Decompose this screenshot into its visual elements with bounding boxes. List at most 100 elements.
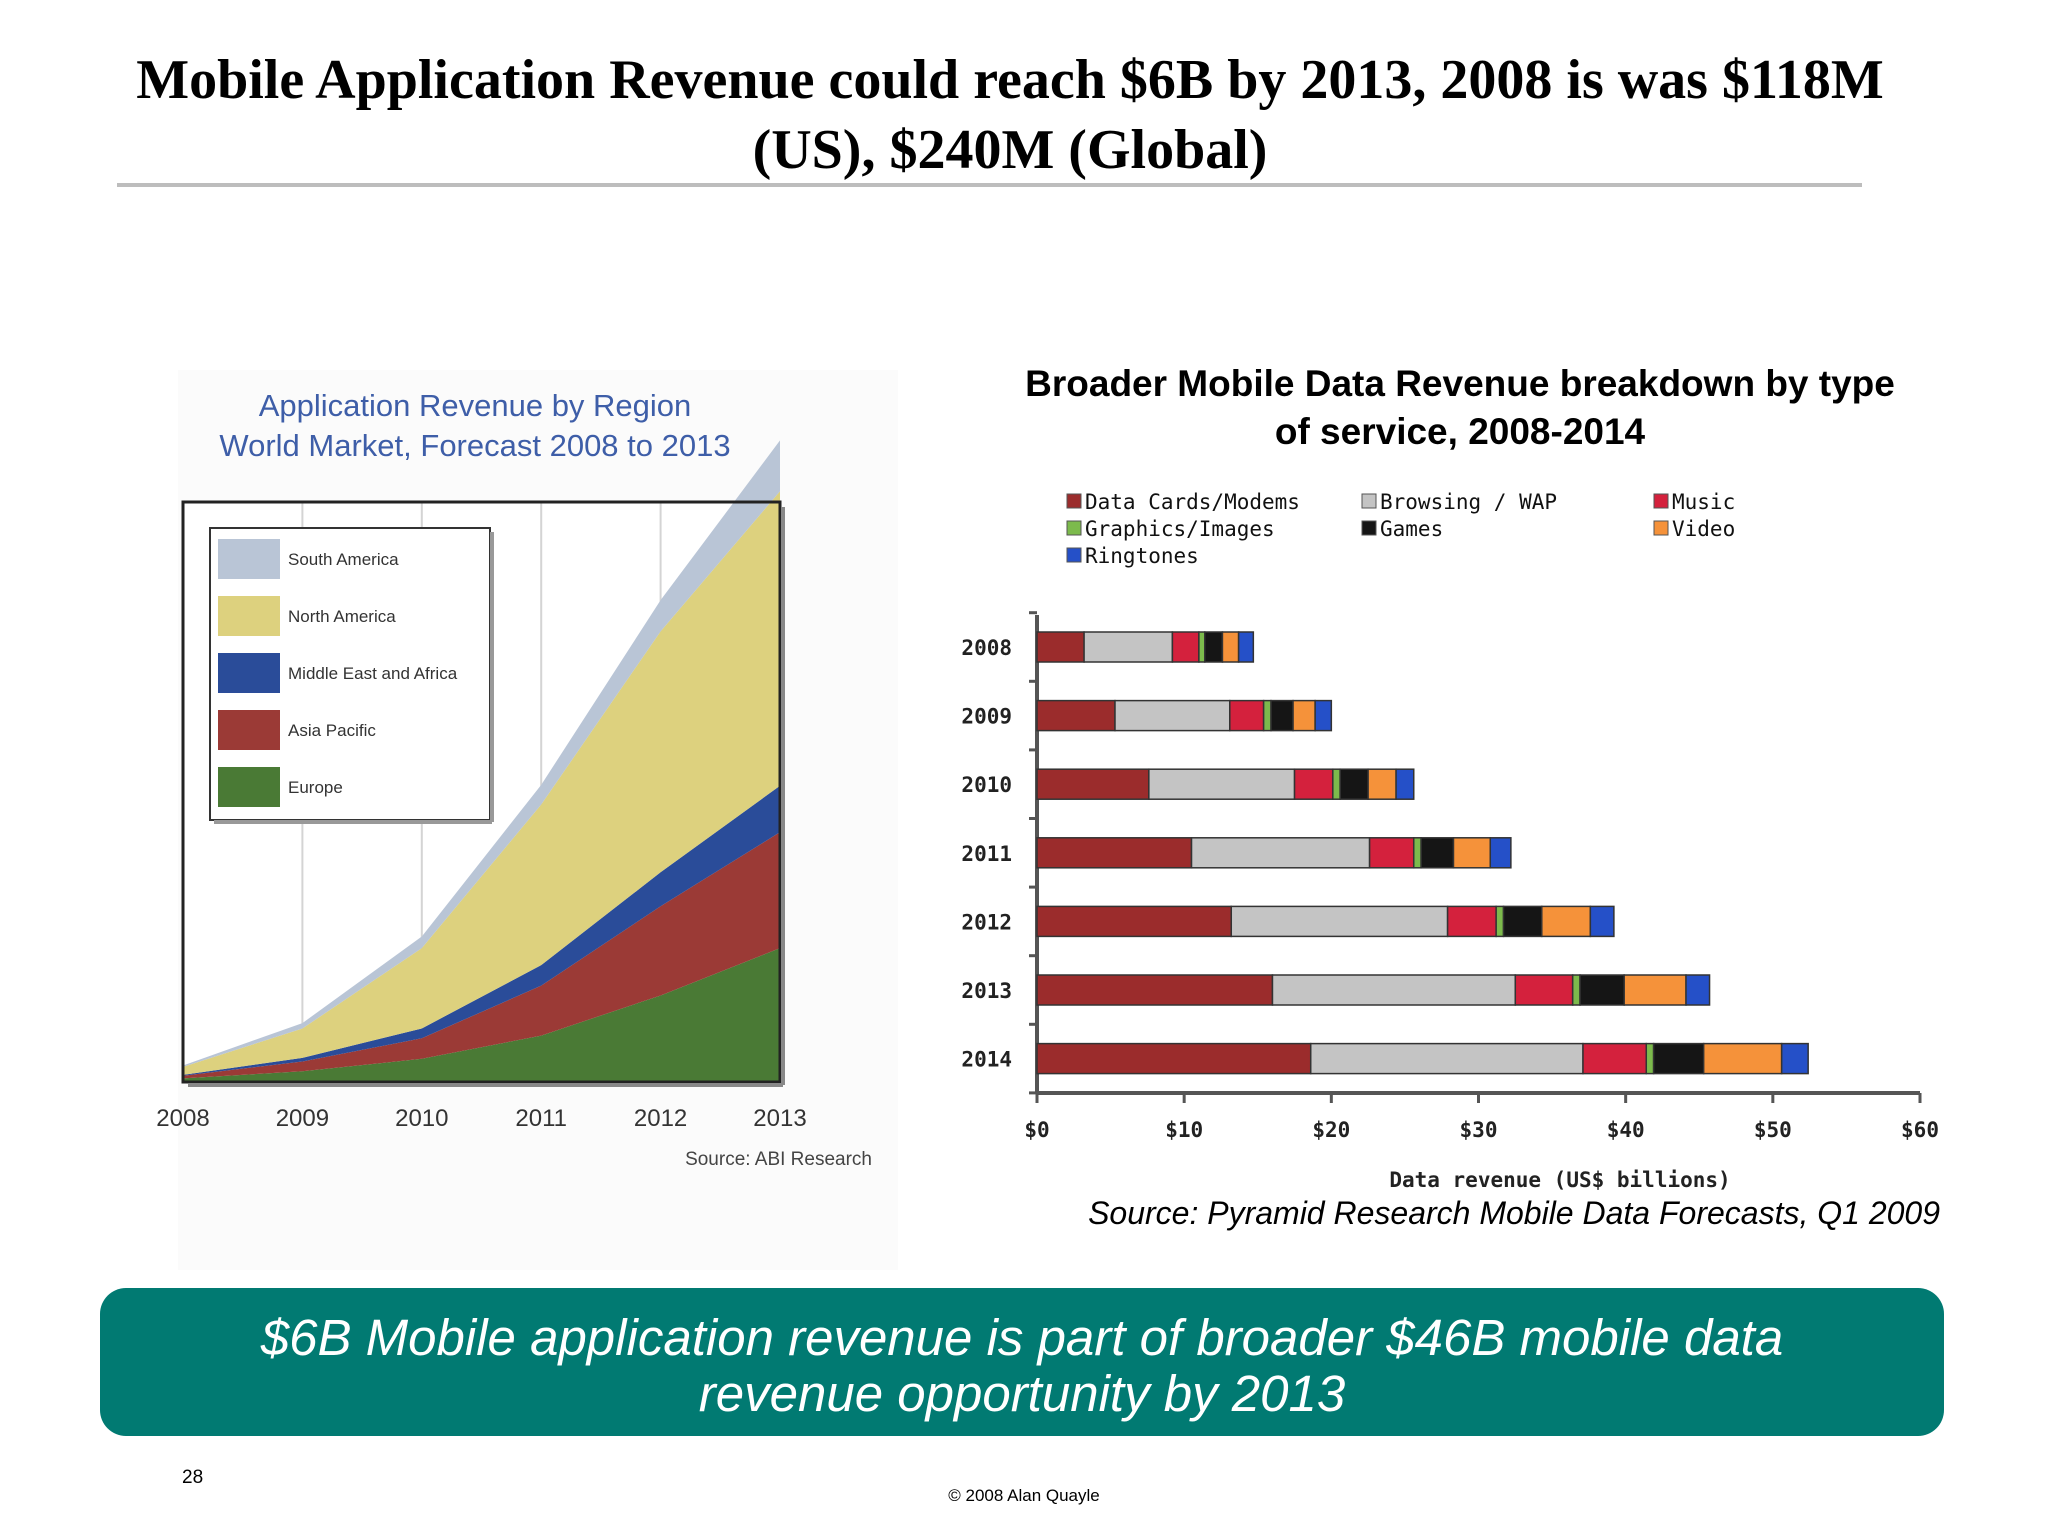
copyright-footer: © 2008 Alan Quayle	[948, 1486, 1100, 1505]
bar-x-tick-label: $40	[1607, 1118, 1645, 1142]
bar-segment-games	[1204, 631, 1224, 663]
legend-swatch-graphics-images	[1066, 520, 1082, 536]
page-number: 28	[182, 1467, 204, 1488]
legend-swatch-north-america	[218, 596, 280, 636]
legend-label-graphics-images: Graphics/Images	[1085, 517, 1275, 541]
bar-x-tick-label: $0	[1024, 1118, 1049, 1142]
area-x-tick-label: 2012	[634, 1105, 687, 1132]
bar-category-label: 2008	[961, 636, 1012, 660]
bar-segment-ringtones	[1780, 1042, 1809, 1075]
bar-segment-graphics-images	[1495, 905, 1505, 938]
bar-segment-games	[1652, 1042, 1705, 1075]
bar-segment-music	[1293, 768, 1334, 800]
legend-label-asia-pacific: Asia Pacific	[288, 721, 376, 740]
bar-category-label: 2009	[961, 705, 1012, 729]
bar-segment-games	[1339, 768, 1369, 800]
bar-segment-graphics-images	[1332, 768, 1341, 800]
bar-category-label: 2013	[961, 979, 1012, 1003]
area-x-tick-label: 2008	[156, 1105, 209, 1132]
slide-title: Mobile Application Revenue could reach $…	[136, 49, 1884, 181]
bar-segment-graphics-images	[1412, 837, 1422, 869]
area-chart-source: Source: ABI Research	[685, 1149, 872, 1170]
bar-category-label: 2011	[961, 842, 1012, 866]
bar-segment-music	[1368, 837, 1415, 869]
bar-segment-browsing-wap	[1083, 631, 1174, 663]
bar-segment-browsing-wap	[1114, 699, 1231, 732]
bar-segment-video	[1541, 905, 1592, 938]
legend-label-games: Games	[1380, 517, 1443, 541]
legend-swatch-music	[1653, 493, 1669, 509]
legend-label-ringtones: Ringtones	[1085, 544, 1199, 568]
bar-category-label: 2010	[961, 773, 1012, 797]
right-chart-panel	[940, 360, 1960, 1260]
bar-x-tick-label: $30	[1460, 1118, 1498, 1142]
legend-swatch-middle-east-and-africa	[218, 653, 280, 693]
legend-label-north-america: North America	[288, 607, 396, 626]
bar-segment-ringtones	[1314, 699, 1333, 732]
legend-label-music: Music	[1672, 490, 1735, 514]
area-chart-title-line: Application Revenue by Region	[259, 388, 692, 423]
bar-segment-browsing-wap	[1190, 837, 1371, 869]
legend-swatch-browsing-wap	[1361, 493, 1377, 509]
plot-frame	[181, 500, 782, 1084]
area-series-north-america	[183, 491, 780, 1075]
legend-label-europe: Europe	[288, 778, 343, 797]
bar-x-tick-label: $10	[1165, 1118, 1203, 1142]
area-series-asia-pacific	[183, 832, 780, 1079]
legend-swatch-south-america	[218, 539, 280, 579]
bar-segment-ringtones	[1685, 974, 1711, 1006]
bar-segment-ringtones	[1489, 837, 1512, 869]
area-series-europe	[183, 948, 780, 1082]
bar-segment-data-cards-modems	[1036, 837, 1193, 869]
bar-segment-browsing-wap	[1271, 974, 1517, 1006]
callout-text: $6B Mobile application revenue is part o…	[260, 1309, 1784, 1422]
legend-swatch-europe	[218, 767, 280, 807]
bar-segment-games	[1502, 905, 1543, 938]
bar-segment-games	[1579, 974, 1625, 1006]
bar-segment-video	[1367, 768, 1397, 800]
bar-segment-video	[1623, 974, 1687, 1006]
legend-label-data-cards-modems: Data Cards/Modems	[1085, 490, 1300, 514]
bar-segment-music	[1582, 1042, 1648, 1075]
bar-segment-video	[1452, 837, 1492, 869]
bar-category-label: 2014	[961, 1048, 1012, 1072]
bar-segment-games	[1420, 837, 1455, 869]
bar-segment-graphics-images	[1262, 699, 1272, 732]
legend-swatch-video	[1653, 520, 1669, 536]
area-chart-title-line: World Market, Forecast 2008 to 2013	[219, 428, 730, 463]
bar-category-label: 2012	[961, 910, 1012, 934]
bar-segment-browsing-wap	[1230, 905, 1449, 938]
bar-segment-video	[1702, 1042, 1783, 1075]
bar-segment-graphics-images	[1645, 1042, 1655, 1075]
bar-segment-ringtones	[1589, 905, 1615, 938]
area-x-tick-label: 2010	[395, 1105, 448, 1132]
bar-segment-graphics-images	[1571, 974, 1581, 1006]
bar-segment-music	[1229, 699, 1265, 732]
bar-segment-graphics-images	[1198, 631, 1206, 663]
bar-segment-games	[1270, 699, 1294, 732]
legend-label-middle-east-and-africa: Middle East and Africa	[288, 664, 458, 683]
bar-segment-browsing-wap	[1148, 768, 1296, 800]
bar-x-axis-label: Data revenue (US$ billions)	[1389, 1168, 1730, 1192]
area-x-tick-label: 2013	[753, 1105, 806, 1132]
area-x-tick-label: 2009	[276, 1105, 329, 1132]
bar-segment-browsing-wap	[1309, 1042, 1584, 1075]
legend-swatch-data-cards-modems	[1066, 493, 1082, 509]
bar-segment-data-cards-modems	[1036, 1042, 1312, 1075]
bar-x-tick-label: $60	[1901, 1118, 1939, 1142]
bar-chart-title: Broader Mobile Data Revenue breakdown by…	[1025, 363, 1895, 452]
bar-segment-data-cards-modems	[1036, 768, 1150, 800]
bar-segment-data-cards-modems	[1036, 974, 1274, 1006]
bar-segment-data-cards-modems	[1036, 905, 1233, 938]
area-x-tick-label: 2011	[515, 1105, 567, 1132]
bar-x-tick-label: $20	[1312, 1118, 1350, 1142]
legend-swatch-asia-pacific	[218, 710, 280, 750]
legend-label-browsing-wap: Browsing / WAP	[1380, 490, 1557, 514]
legend-swatch-games	[1361, 520, 1377, 536]
bar-x-tick-label: $50	[1754, 1118, 1792, 1142]
bar-segment-ringtones	[1237, 631, 1255, 663]
bar-segment-video	[1292, 699, 1316, 732]
bar-segment-music	[1446, 905, 1497, 938]
